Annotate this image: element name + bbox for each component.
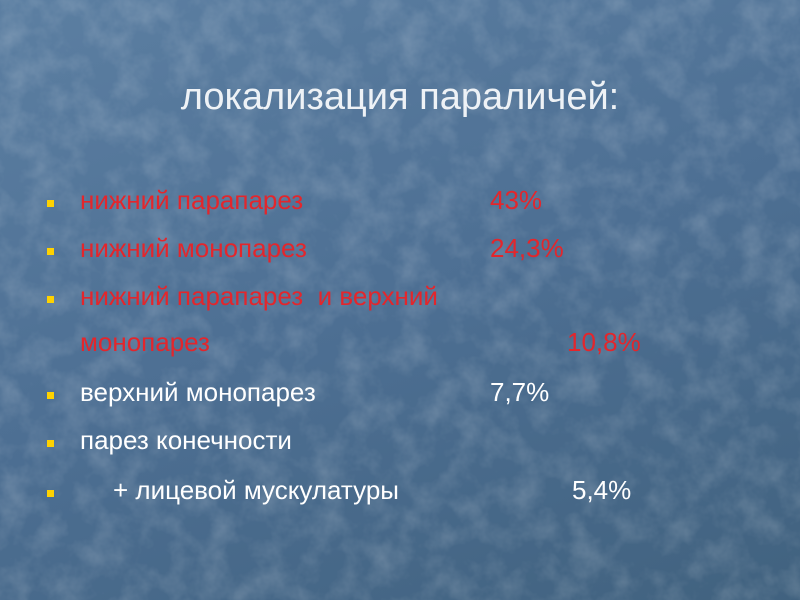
item-text: нижний парапарез и верхний: [80, 281, 438, 311]
item-text: монопарез: [80, 327, 210, 357]
item-text: нижний парапарез: [80, 185, 304, 215]
item-text: верхний монопарез: [80, 377, 316, 407]
item-value: 24,3%: [490, 233, 564, 263]
item-text: + лицевой мускулатуры: [113, 475, 399, 505]
item-value: 5,4%: [572, 475, 632, 505]
slide-title: локализация параличей:: [180, 76, 620, 118]
bullet: [47, 200, 54, 207]
item-value: 43%: [490, 185, 543, 215]
item-value: 7,7%: [490, 377, 550, 407]
item-text: нижний монопарез: [80, 233, 307, 263]
item-value: 10,8%: [567, 327, 641, 357]
bullet: [47, 490, 54, 497]
bullet: [47, 296, 54, 303]
bullet: [47, 248, 54, 255]
bullet: [47, 392, 54, 399]
bullet: [47, 440, 54, 447]
item-text: парез конечности: [80, 425, 292, 455]
